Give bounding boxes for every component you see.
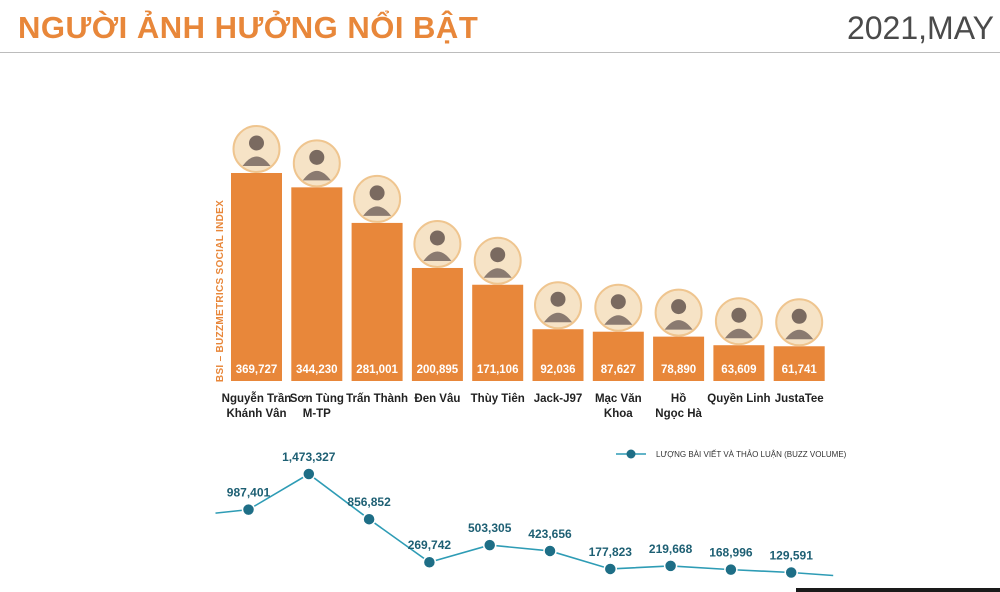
avatar-body — [664, 320, 693, 330]
category-label: JustaTee — [775, 393, 824, 405]
line-value-label: 219,668 — [649, 542, 693, 556]
avatar-head — [550, 291, 566, 307]
bar-value-label: 63,609 — [721, 364, 756, 376]
line-point — [603, 562, 618, 576]
line-point — [724, 562, 738, 577]
line-value-label: 503,305 — [468, 521, 512, 535]
line-value-label: 856,852 — [347, 495, 391, 509]
category-label: Nguyễn Trần — [222, 392, 292, 405]
avatar-body — [544, 312, 572, 323]
legend-marker — [626, 449, 636, 459]
line-point — [482, 538, 497, 552]
line-value-label: 423,656 — [528, 527, 572, 541]
avatar-head — [490, 247, 506, 263]
line-point — [241, 502, 256, 517]
bar — [592, 331, 644, 381]
bar-value-label: 78,890 — [661, 364, 696, 376]
category-label: Quyền Linh — [707, 393, 770, 405]
line-point — [663, 559, 678, 573]
category-label: Sơn Tùng — [290, 393, 344, 405]
bar — [291, 187, 343, 381]
bar — [231, 173, 282, 381]
legend-label: LƯỢNG BÀI VIẾT VÀ THẢO LUẬN (BUZZ VOLUME… — [656, 449, 847, 459]
category-label: Mạc Văn — [595, 393, 642, 405]
header-divider — [0, 52, 1000, 53]
bar — [532, 329, 584, 381]
bottom-strip — [796, 588, 1000, 592]
bar — [653, 336, 705, 381]
line-point — [784, 565, 798, 580]
category-label: Jack-J97 — [534, 393, 583, 405]
category-label: Đen Vâu — [414, 393, 460, 405]
line-point — [422, 555, 437, 569]
line-value-label: 269,742 — [408, 538, 452, 552]
line-point — [543, 544, 557, 558]
line-value-label: 129,591 — [770, 549, 814, 563]
avatar-body — [483, 268, 512, 278]
bar — [773, 346, 825, 381]
bar-value-label: 61,741 — [782, 364, 818, 376]
avatar-head — [671, 299, 687, 315]
avatar-head — [249, 135, 264, 151]
y-axis-label: BSI – BUZZMETRICS SOCIAL INDEX — [215, 200, 226, 382]
line-value-label: 1,473,327 — [282, 450, 336, 464]
category-label: M-TP — [303, 408, 331, 420]
bar-value-label: 92,036 — [540, 364, 575, 376]
page-title: NGƯỜI ẢNH HƯỞNG NỔI BẬT — [18, 10, 479, 45]
bar-value-label: 200,895 — [417, 364, 459, 376]
avatar-body — [423, 251, 452, 261]
bar-value-label: 369,727 — [236, 364, 278, 376]
category-label: Khoa — [604, 408, 633, 420]
avatar-head — [309, 149, 325, 165]
bar — [472, 284, 524, 381]
bar-value-label: 171,106 — [477, 364, 519, 376]
avatar-body — [724, 328, 753, 339]
avatar-head — [791, 308, 807, 324]
bar — [351, 222, 403, 381]
buzz-line — [215, 473, 834, 577]
line-value-label: 177,823 — [589, 545, 633, 559]
avatar-head — [369, 185, 385, 201]
bar — [713, 345, 765, 381]
avatar-body — [785, 329, 814, 340]
avatar-body — [242, 156, 271, 166]
category-label: Khánh Vân — [226, 408, 286, 420]
bar — [411, 267, 463, 381]
category-label: Hồ — [671, 393, 686, 405]
avatar-body — [604, 315, 633, 325]
line-point — [302, 467, 316, 481]
avatar-head — [429, 230, 445, 246]
bar-value-label: 87,627 — [601, 364, 636, 376]
category-label: Trấn Thành — [346, 393, 408, 405]
bar-value-label: 281,001 — [356, 364, 398, 376]
avatar-head — [731, 307, 747, 323]
bar-value-label: 344,230 — [296, 364, 338, 376]
avatar-head — [610, 294, 626, 310]
line-point — [362, 512, 376, 526]
category-label: Thùy Tiên — [471, 393, 525, 405]
report-date: 2021,MAY — [846, 10, 994, 46]
avatar-body — [363, 206, 392, 216]
line-value-label: 168,996 — [709, 546, 753, 560]
category-label: Ngọc Hà — [655, 408, 702, 420]
line-value-label: 987,401 — [227, 486, 271, 500]
avatar-body — [302, 170, 331, 181]
